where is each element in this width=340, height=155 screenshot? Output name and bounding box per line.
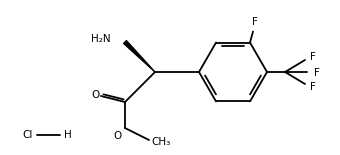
Text: Cl: Cl	[22, 130, 32, 140]
Text: H₂N: H₂N	[91, 34, 111, 44]
Text: CH₃: CH₃	[151, 137, 171, 147]
Text: H: H	[64, 130, 72, 140]
Text: F: F	[314, 68, 320, 78]
Text: O: O	[92, 90, 100, 100]
Text: O: O	[113, 131, 121, 141]
Text: F: F	[252, 17, 258, 27]
Polygon shape	[123, 41, 155, 72]
Text: F: F	[310, 52, 316, 62]
Text: F: F	[310, 82, 316, 92]
